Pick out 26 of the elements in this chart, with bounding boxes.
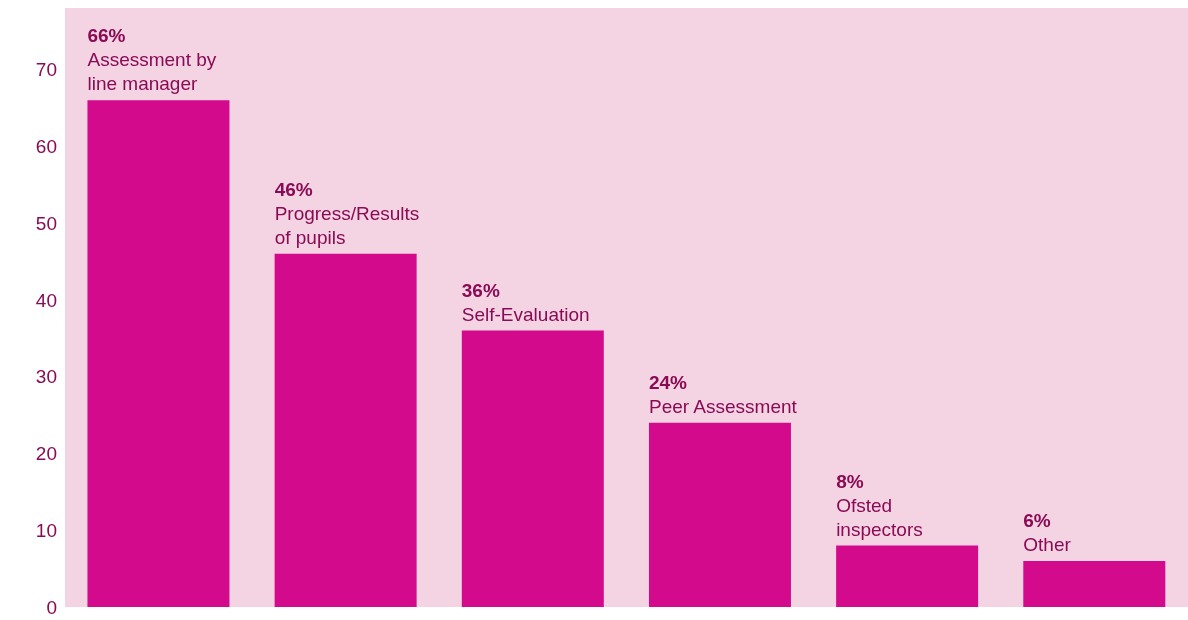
x-tick-label: Other <box>1023 533 1072 555</box>
x-tick-label: Ofsted inspectors <box>836 494 923 540</box>
bar <box>1023 560 1166 607</box>
x-tick-label: Progress/Results of pupils <box>274 202 420 248</box>
y-tick-label: 40 <box>35 289 57 311</box>
bar <box>648 422 791 607</box>
data-label: 24% <box>648 371 688 393</box>
y-tick-label: 70 <box>35 59 57 81</box>
data-label: 6% <box>1023 509 1051 531</box>
bar <box>836 545 979 607</box>
y-tick-label: 60 <box>35 135 57 157</box>
x-tick-label: Self-Evaluation <box>461 303 590 325</box>
x-tick-label: Peer Assessment <box>648 395 798 417</box>
data-label: 66% <box>87 25 126 47</box>
bar <box>461 330 604 607</box>
x-tick-label: Assessment by line manager <box>87 49 217 95</box>
data-label: 36% <box>461 279 500 301</box>
y-tick-label: 20 <box>35 443 57 465</box>
data-label: 46% <box>274 178 313 200</box>
bar <box>87 100 230 607</box>
bar <box>274 253 417 607</box>
y-tick-label: 0 <box>46 596 57 618</box>
y-tick-label: 10 <box>35 519 57 541</box>
y-tick-label: 50 <box>35 212 57 234</box>
y-tick-label: 30 <box>35 366 57 388</box>
data-label: 8% <box>836 470 864 492</box>
